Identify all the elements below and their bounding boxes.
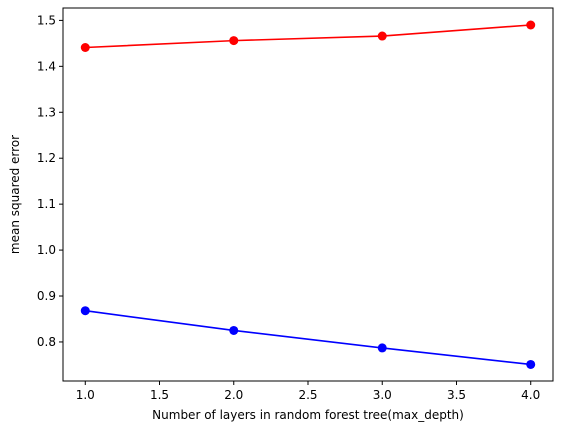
- x-tick-label: 1.0: [76, 388, 95, 402]
- data-point: [229, 325, 239, 335]
- y-tick-label: 1.1: [37, 197, 56, 211]
- y-tick-label: 1.4: [37, 59, 56, 73]
- x-tick-label: 3.5: [447, 388, 466, 402]
- data-point: [377, 31, 387, 41]
- y-tick-label: 1.3: [37, 105, 56, 119]
- y-tick-label: 1.2: [37, 151, 56, 165]
- y-tick-label: 1.0: [37, 243, 56, 257]
- data-point: [80, 306, 90, 316]
- y-axis: 0.8 0.9 1.0 1.1 1.2 1.3 1.4 1.5: [37, 13, 63, 349]
- data-point: [526, 359, 536, 369]
- series-layer: [80, 20, 536, 369]
- x-tick-label: 2.0: [224, 388, 243, 402]
- data-point: [80, 43, 90, 53]
- plot-frame: [62, 7, 554, 382]
- x-axis-label: Number of layers in random forest tree(m…: [152, 408, 464, 422]
- y-tick-label: 1.5: [37, 13, 56, 27]
- data-point: [526, 20, 536, 30]
- x-tick-label: 4.0: [521, 388, 540, 402]
- x-tick-label: 1.5: [150, 388, 169, 402]
- y-tick-label: 0.8: [37, 335, 56, 349]
- y-axis-label: mean squared error: [8, 135, 22, 254]
- x-axis: 1.0 1.5 2.0 2.5 3.0 3.5 4.0: [76, 381, 540, 402]
- x-tick-label: 2.5: [298, 388, 317, 402]
- data-point: [229, 36, 239, 46]
- data-point: [377, 343, 387, 353]
- series-line-1: [85, 24, 531, 49]
- x-tick-label: 3.0: [373, 388, 392, 402]
- series-line-2: [85, 309, 531, 366]
- y-tick-label: 0.9: [37, 289, 56, 303]
